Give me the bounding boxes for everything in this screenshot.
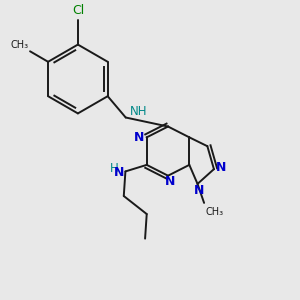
- Text: CH₃: CH₃: [10, 40, 28, 50]
- Text: N: N: [113, 166, 124, 179]
- Text: N: N: [194, 184, 204, 197]
- Text: NH: NH: [130, 105, 147, 118]
- Text: H: H: [110, 162, 118, 175]
- Text: N: N: [216, 161, 226, 174]
- Text: N: N: [134, 131, 145, 144]
- Text: N: N: [164, 175, 175, 188]
- Text: Cl: Cl: [72, 4, 84, 17]
- Text: CH₃: CH₃: [205, 207, 223, 217]
